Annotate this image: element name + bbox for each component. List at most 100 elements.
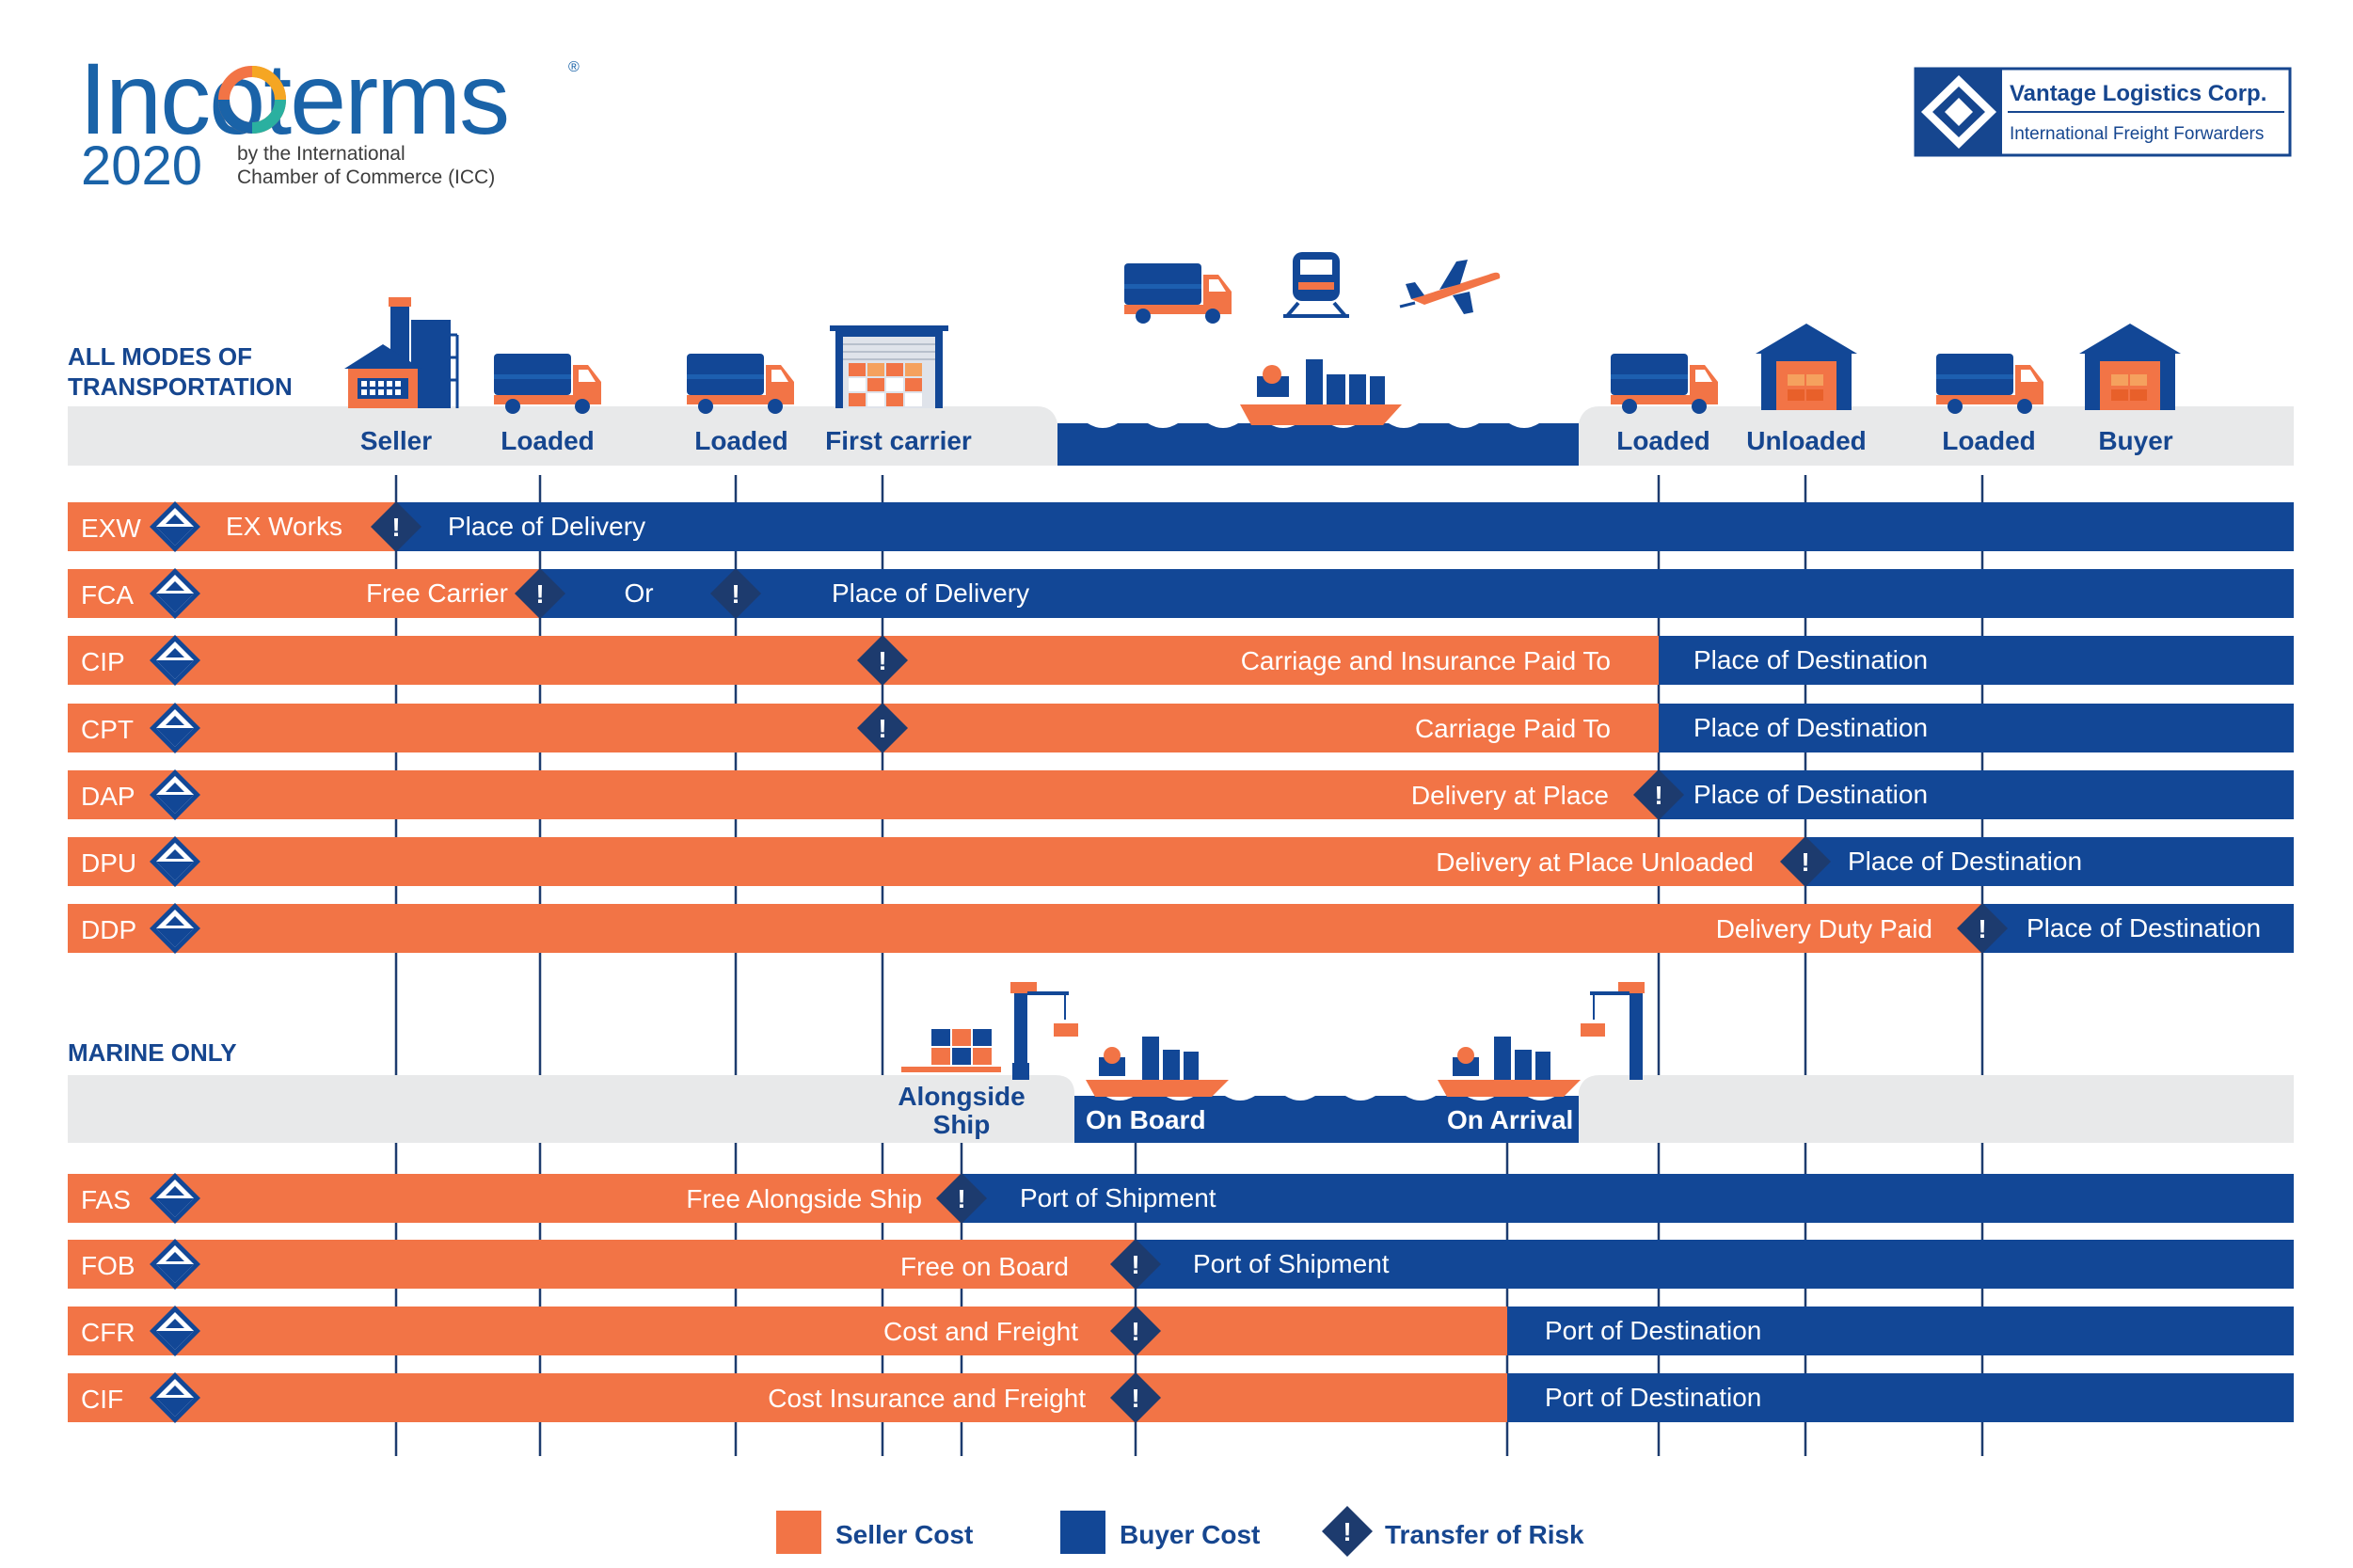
- transport-band: [68, 406, 2294, 466]
- stage-unloaded: Unloaded: [1746, 426, 1867, 455]
- buyer-warehouse-icon: [2079, 324, 2181, 410]
- legend: Seller Cost Buyer Cost ! Transfer of Ris…: [776, 1506, 1584, 1557]
- seller-label: Free Carrier: [366, 578, 508, 608]
- logo-year: 2020: [81, 135, 202, 197]
- risk-mark: !: [1131, 1250, 1139, 1279]
- term-row-cpt: CPT ! Carriage Paid To Place of Destinat…: [68, 703, 2294, 753]
- seller-label: EX Works: [226, 512, 342, 541]
- train-icon: [1283, 252, 1349, 318]
- buyer-label: Place of Delivery: [832, 578, 1029, 608]
- risk-mark: !: [535, 579, 544, 609]
- risk-mark: !: [878, 714, 886, 743]
- cargo-ship-icon: [1240, 359, 1402, 425]
- seller-label: Carriage and Insurance Paid To: [1241, 646, 1611, 675]
- logo-byline-2: Chamber of Commerce (ICC): [237, 166, 495, 188]
- term-row-dpu: DPU Delivery at Place Unloaded ! Place o…: [68, 836, 2294, 887]
- crane-right-icon: [1581, 982, 1645, 1080]
- risk-mark: !: [878, 646, 886, 675]
- term-code: DDP: [81, 915, 136, 944]
- stage-loaded-4: Loaded: [1942, 426, 2036, 455]
- risk-mark: !: [1978, 914, 1986, 943]
- risk-mark: !: [1801, 847, 1809, 877]
- loaded-truck-icon-2: [687, 354, 794, 414]
- logo-ring-icon: [218, 66, 286, 134]
- buyer-label: Place of Destination: [1848, 847, 2082, 876]
- on-board-ship-icon: [1086, 1037, 1229, 1097]
- term-row-ddp: DDP Delivery Duty Paid ! Place of Destin…: [68, 903, 2294, 954]
- first-carrier-warehouse-icon: [830, 325, 948, 408]
- term-code: FOB: [81, 1251, 135, 1280]
- company-name: Vantage Logistics Corp.: [2010, 81, 2266, 106]
- term-code: DAP: [81, 782, 135, 811]
- buyer-label: Port of Shipment: [1020, 1183, 1216, 1212]
- legend-buyer-label: Buyer Cost: [1120, 1520, 1260, 1549]
- seller-label: Delivery at Place Unloaded: [1436, 847, 1754, 877]
- section-all-modes-line2: TRANSPORTATION: [68, 372, 293, 401]
- company-tagline: International Freight Forwarders: [2010, 124, 2264, 144]
- buyer-label: Place of Delivery: [448, 512, 645, 541]
- stage-first-carrier: First carrier: [825, 426, 972, 455]
- term-row-cfr: CFR Cost and Freight ! Port of Destinati…: [68, 1306, 2294, 1356]
- legend-buyer-swatch: [1060, 1511, 1105, 1554]
- term-row-fob: FOB Free on Board ! Port of Shipment: [68, 1239, 2294, 1290]
- term-row-cif: CIF Cost Insurance and Freight ! Port of…: [68, 1372, 2294, 1423]
- legend-risk-label: Transfer of Risk: [1385, 1520, 1584, 1549]
- risk-mark: !: [1654, 781, 1662, 810]
- term-code: CIP: [81, 647, 125, 676]
- truck-icon: [1124, 263, 1232, 324]
- loaded-truck-icon-4: [1936, 354, 2043, 414]
- buyer-label: Port of Shipment: [1193, 1249, 1390, 1278]
- legend-risk-mark: !: [1343, 1517, 1351, 1546]
- container-stack-icon: [901, 1029, 1001, 1072]
- seller-label: Cost Insurance and Freight: [768, 1384, 1086, 1413]
- seller-label: Delivery Duty Paid: [1716, 914, 1932, 943]
- term-code: CIF: [81, 1385, 123, 1414]
- buyer-label: Place of Destination: [1693, 713, 1928, 742]
- marine-stage-alongside-line2: Ship: [933, 1110, 991, 1139]
- stage-buyer: Buyer: [2098, 426, 2172, 455]
- risk-mark: !: [1131, 1317, 1139, 1346]
- seller-label: Delivery at Place: [1411, 781, 1609, 810]
- seller-label: Free on Board: [900, 1252, 1069, 1281]
- term-code: EXW: [81, 514, 141, 543]
- buyer-label: Place of Destination: [1693, 645, 1928, 674]
- unloaded-warehouse-icon: [1756, 324, 1857, 410]
- term-code: CPT: [81, 715, 134, 744]
- term-code: DPU: [81, 848, 136, 878]
- term-row-fas: FAS Free Alongside Ship ! Port of Shipme…: [68, 1173, 2294, 1224]
- buyer-label: Port of Destination: [1545, 1383, 1761, 1412]
- loaded-truck-icon-1: [494, 354, 601, 414]
- risk-mark: !: [957, 1184, 965, 1213]
- section-marine-only: MARINE ONLY: [68, 1038, 237, 1067]
- stage-loaded-3: Loaded: [1616, 426, 1710, 455]
- incoterms-logo: Incoterms ® 2020 by the International Ch…: [79, 41, 580, 197]
- crane-left-icon: [1010, 982, 1078, 1080]
- marine-band: [68, 1075, 2294, 1143]
- logo-byline-1: by the International: [237, 143, 405, 165]
- logo-brand: Incoterms: [79, 41, 508, 155]
- term-row-exw: EXW EX Works ! Place of Delivery: [68, 501, 2294, 552]
- stage-loaded-1: Loaded: [501, 426, 595, 455]
- term-code: CFR: [81, 1318, 135, 1347]
- stage-loaded-2: Loaded: [694, 426, 788, 455]
- buyer-label: Port of Destination: [1545, 1316, 1761, 1345]
- buyer-label: Place of Destination: [2027, 913, 2261, 942]
- company-logo: Vantage Logistics Corp. International Fr…: [1914, 67, 2292, 157]
- risk-mark: !: [1131, 1384, 1139, 1413]
- loaded-truck-icon-3: [1611, 354, 1718, 414]
- factory-icon: [344, 297, 459, 408]
- risk-mark: !: [731, 579, 739, 609]
- legend-seller-swatch: [776, 1511, 821, 1554]
- legend-seller-label: Seller Cost: [835, 1520, 973, 1549]
- marine-stage-on-arrival: On Arrival: [1447, 1105, 1573, 1134]
- term-code: FAS: [81, 1185, 131, 1214]
- company-diamond-icon: [1921, 75, 1996, 149]
- buyer-label: Place of Destination: [1693, 780, 1928, 809]
- term-row-cip: CIP ! Carriage and Insurance Paid To Pla…: [68, 635, 2294, 686]
- marine-stage-alongside-line1: Alongside: [898, 1082, 1025, 1111]
- term-row-dap: DAP Delivery at Place ! Place of Destina…: [68, 769, 2294, 820]
- seller-label: Carriage Paid To: [1415, 714, 1611, 743]
- marine-stage-on-board: On Board: [1086, 1105, 1206, 1134]
- risk-mark: !: [391, 513, 400, 542]
- on-arrival-ship-icon: [1438, 1037, 1581, 1097]
